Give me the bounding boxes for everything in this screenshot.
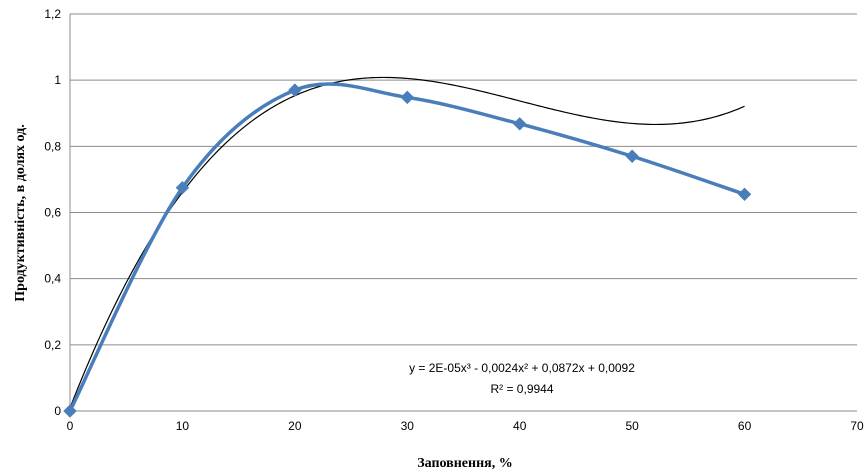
y-tick-label: 0 (54, 404, 61, 418)
y-tick-labels: 0 0,2 0,4 0,6 0,8 1 1,2 (44, 7, 61, 418)
data-point-marker (175, 180, 190, 195)
trendline (69, 76, 745, 409)
data-point-marker (63, 404, 77, 418)
data-point-marker (737, 187, 752, 202)
data-point-marker (400, 90, 414, 105)
x-tick-labels: 0 10 20 30 40 50 60 70 (67, 419, 864, 433)
y-tick-label: 0,8 (44, 139, 61, 153)
series-line (68, 82, 746, 412)
y-tick-label: 0,4 (44, 272, 61, 286)
y-axis-title: Продуктивність, в долях од. (13, 124, 28, 301)
data-point-marker (513, 117, 527, 131)
r-squared-label: R² = 0,9944 (490, 382, 553, 396)
x-axis-title: Заповнення, % (417, 456, 512, 471)
x-tick-label: 20 (288, 419, 302, 433)
x-tick-label: 60 (738, 419, 752, 433)
series-markers (63, 83, 752, 418)
y-tick-label: 0,6 (44, 206, 61, 220)
y-tick-label: 0,2 (44, 338, 61, 352)
x-tick-label: 10 (176, 419, 190, 433)
axes (69, 14, 857, 412)
data-point-marker (625, 149, 639, 163)
x-tick-label: 70 (850, 419, 864, 433)
gridlines (70, 13, 857, 346)
x-tick-label: 40 (513, 419, 527, 433)
y-tick-label: 1 (54, 73, 61, 87)
data-point-marker (288, 83, 302, 97)
x-tick-label: 50 (625, 419, 639, 433)
trendline-equation: y = 2E-05x³ - 0,0024x² + 0,0872x + 0,009… (409, 361, 635, 375)
y-tick-label: 1,2 (44, 7, 61, 21)
x-tick-label: 30 (401, 419, 415, 433)
x-tick-label: 0 (67, 419, 74, 433)
